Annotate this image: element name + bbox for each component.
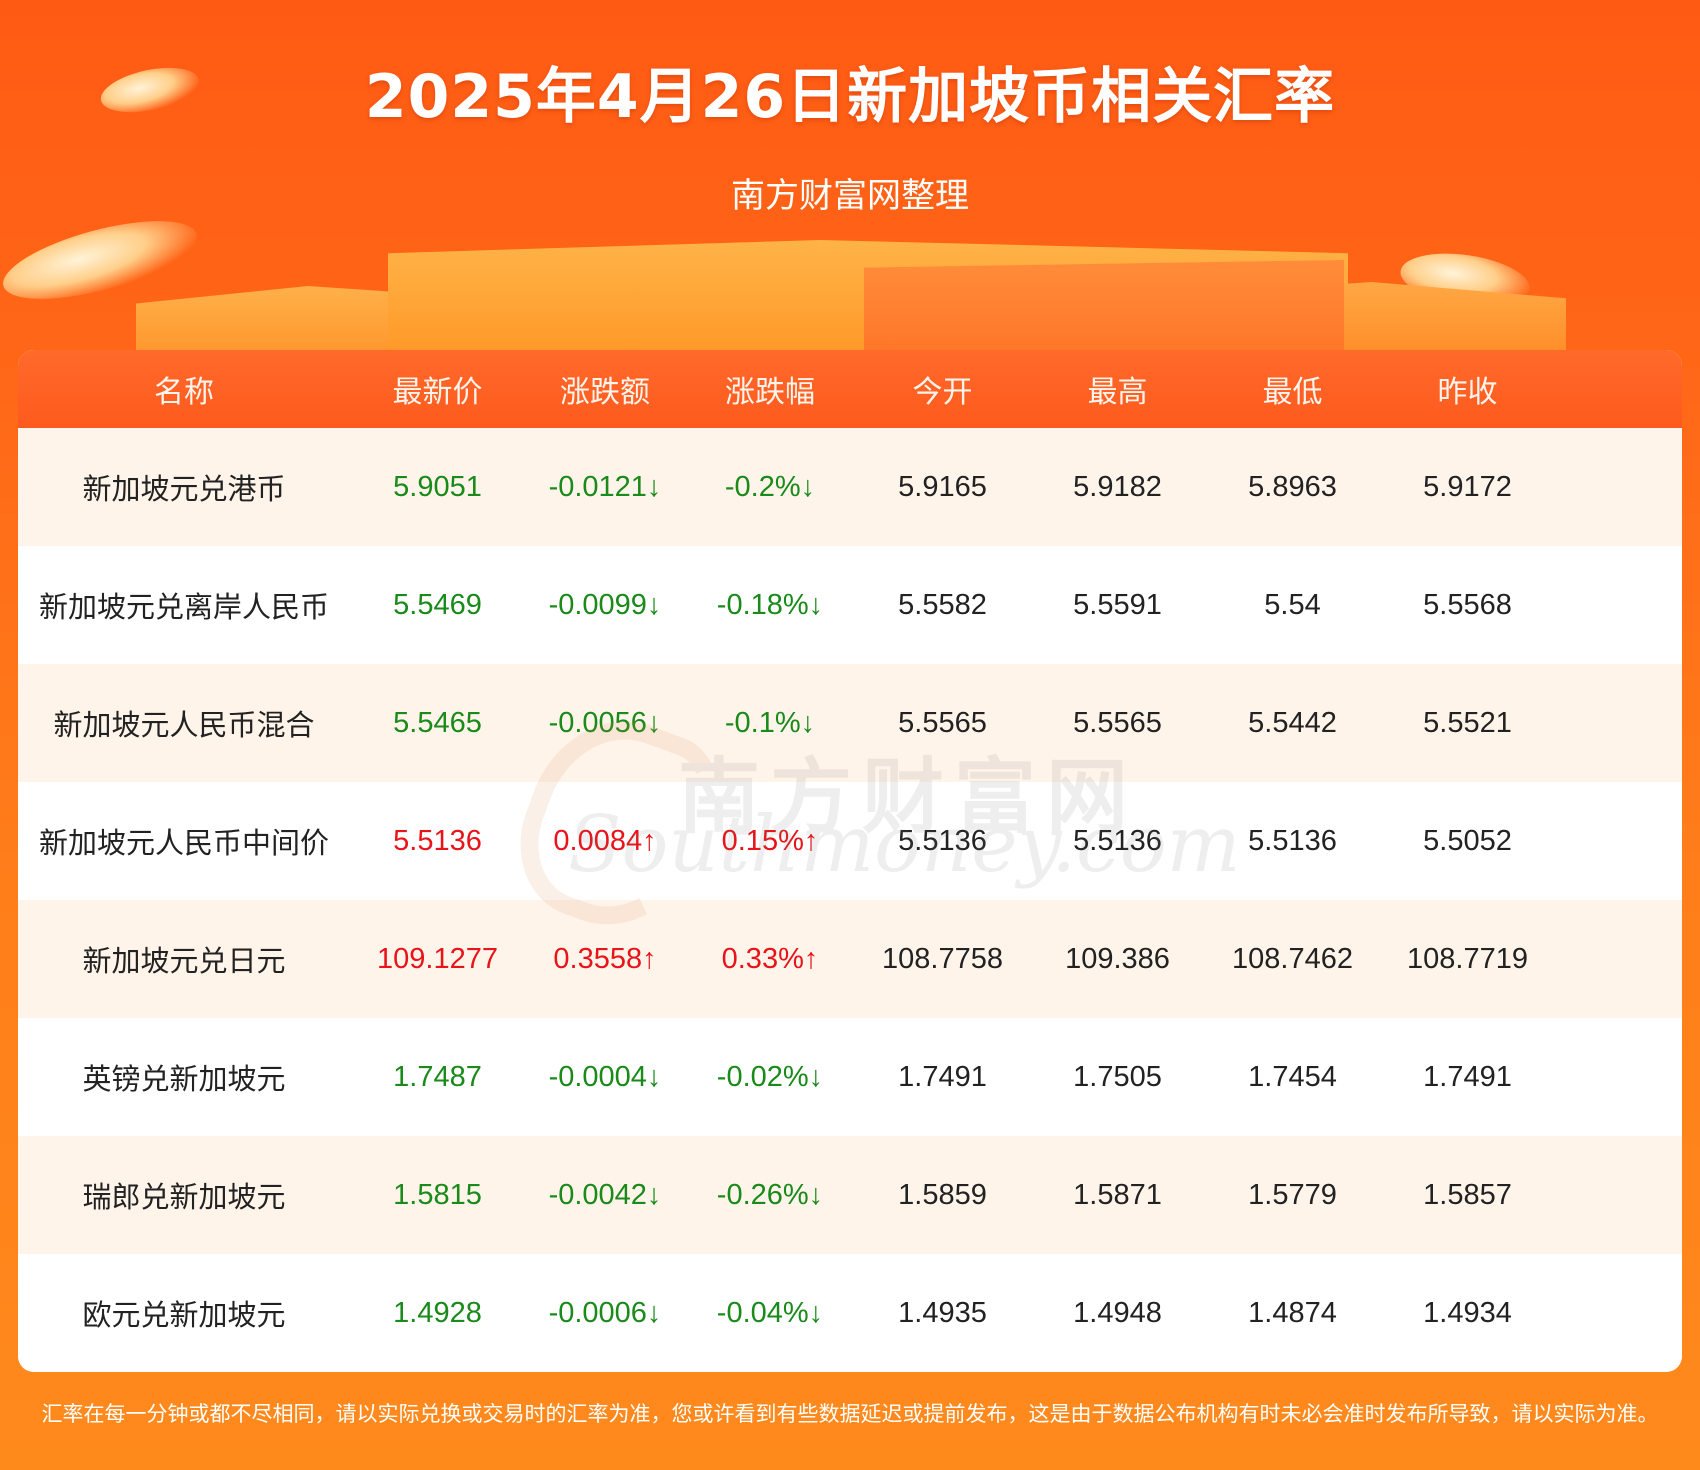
cell-pct: -0.2%↓: [724, 470, 816, 503]
cell-latest: 109.1277: [377, 942, 498, 975]
cell-high: 5.9182: [1073, 470, 1162, 503]
cell-low: 5.8963: [1248, 470, 1337, 503]
building-decoration: [864, 260, 1344, 355]
cell-high: 1.4948: [1073, 1296, 1162, 1329]
cell-low: 1.7454: [1248, 1060, 1337, 1093]
col-header-open: 今开: [912, 375, 973, 410]
cell-name: 新加坡元兑港币: [82, 472, 286, 506]
cell-pct: -0.1%↓: [724, 706, 816, 739]
cell-prev: 1.5857: [1423, 1178, 1512, 1211]
table-row: 欧元兑新加坡元 1.4928 -0.0006↓ -0.04%↓ 1.4935 1…: [18, 1254, 1682, 1372]
cell-prev: 1.7491: [1423, 1060, 1512, 1093]
disclaimer-footer: 汇率在每一分钟或都不尽相同，请以实际兑换或交易时的汇率为准，您或许看到有些数据延…: [41, 1402, 1659, 1426]
cell-high: 5.5136: [1073, 824, 1162, 857]
cell-high: 5.5591: [1073, 588, 1162, 621]
cell-open: 108.7758: [882, 942, 1003, 975]
table-header: 名称 最新价 涨跌额 涨跌幅 今开 最高 最低 昨收: [18, 350, 1682, 428]
table-row: 英镑兑新加坡元 1.7487 -0.0004↓ -0.02%↓ 1.7491 1…: [18, 1018, 1682, 1136]
table-row: 新加坡元人民币混合 5.5465 -0.0056↓ -0.1%↓ 5.5565 …: [18, 664, 1682, 782]
cell-high: 109.386: [1065, 942, 1170, 975]
cell-latest: 5.5465: [393, 706, 482, 739]
table-row: 新加坡元兑港币 5.9051 -0.0121↓ -0.2%↓ 5.9165 5.…: [18, 428, 1682, 546]
cell-change: 0.0084↑: [553, 824, 657, 857]
cell-high: 5.5565: [1073, 706, 1162, 739]
cell-change: -0.0121↓: [548, 470, 662, 503]
cell-pct: -0.18%↓: [716, 588, 824, 621]
cell-change: -0.0004↓: [548, 1060, 662, 1093]
page-subtitle: 南方财富网整理: [731, 176, 969, 216]
cell-name: 英镑兑新加坡元: [82, 1062, 286, 1096]
table-row: 新加坡元人民币中间价 5.5136 0.0084↑ 0.15%↑ 5.5136 …: [18, 782, 1682, 900]
cell-high: 1.7505: [1073, 1060, 1162, 1093]
cell-prev: 1.4934: [1423, 1296, 1512, 1329]
cell-low: 5.5136: [1248, 824, 1337, 857]
coin-decoration: [0, 205, 205, 315]
cell-latest: 1.5815: [393, 1178, 482, 1211]
col-header-high: 最高: [1087, 375, 1148, 410]
cell-open: 1.4935: [898, 1296, 987, 1329]
cell-change: -0.0006↓: [548, 1296, 662, 1329]
cell-name: 新加坡元兑日元: [82, 944, 286, 978]
col-header-name: 名称: [154, 375, 214, 410]
page-title: 2025年4月26日新加坡币相关汇率: [364, 62, 1336, 132]
cell-pct: 0.15%↑: [721, 824, 819, 857]
cell-change: -0.0042↓: [548, 1178, 662, 1211]
rates-table: 名称 最新价 涨跌额 涨跌幅 今开 最高 最低 昨收 新加坡元兑港币 5.905…: [18, 350, 1682, 1372]
cell-low: 1.4874: [1248, 1296, 1337, 1329]
table-row: 新加坡元兑日元 109.1277 0.3558↑ 0.33%↑ 108.7758…: [18, 900, 1682, 1018]
cell-open: 5.5136: [898, 824, 987, 857]
col-header-pct: 涨跌幅: [725, 375, 815, 410]
cell-open: 5.5565: [898, 706, 987, 739]
cell-latest: 1.4928: [393, 1296, 482, 1329]
col-header-low: 最低: [1262, 375, 1323, 410]
cell-open: 1.7491: [898, 1060, 987, 1093]
cell-prev: 5.5521: [1423, 706, 1512, 739]
cell-change: -0.0099↓: [548, 588, 662, 621]
cell-open: 5.5582: [898, 588, 987, 621]
cell-latest: 5.5136: [393, 824, 482, 857]
cell-name: 新加坡元人民币混合: [53, 708, 315, 742]
col-header-change: 涨跌额: [560, 375, 650, 410]
cell-high: 1.5871: [1073, 1178, 1162, 1211]
cell-latest: 1.7487: [393, 1060, 482, 1093]
cell-low: 5.54: [1264, 588, 1321, 621]
cell-change: -0.0056↓: [548, 706, 662, 739]
cell-latest: 5.9051: [393, 470, 482, 503]
cell-low: 1.5779: [1248, 1178, 1337, 1211]
cell-open: 5.9165: [898, 470, 987, 503]
cell-prev: 5.5052: [1423, 824, 1512, 857]
table-row: 新加坡元兑离岸人民币 5.5469 -0.0099↓ -0.18%↓ 5.558…: [18, 546, 1682, 664]
cell-prev: 5.5568: [1423, 588, 1512, 621]
cell-pct: 0.33%↑: [721, 942, 819, 975]
cell-change: 0.3558↑: [553, 942, 657, 975]
cell-name: 新加坡元兑离岸人民币: [38, 590, 329, 624]
table-row: 瑞郎兑新加坡元 1.5815 -0.0042↓ -0.26%↓ 1.5859 1…: [18, 1136, 1682, 1254]
cell-name: 欧元兑新加坡元: [82, 1298, 286, 1332]
cell-name: 瑞郎兑新加坡元: [82, 1180, 286, 1214]
cell-open: 1.5859: [898, 1178, 987, 1211]
cell-pct: -0.04%↓: [716, 1296, 824, 1329]
cell-prev: 108.7719: [1407, 942, 1528, 975]
cell-latest: 5.5469: [393, 588, 482, 621]
cell-prev: 5.9172: [1423, 470, 1512, 503]
col-header-latest: 最新价: [392, 375, 483, 410]
table-body: 新加坡元兑港币 5.9051 -0.0121↓ -0.2%↓ 5.9165 5.…: [18, 428, 1682, 1372]
cell-name: 新加坡元人民币中间价: [38, 826, 329, 860]
cell-pct: -0.26%↓: [716, 1178, 824, 1211]
col-header-prev: 昨收: [1437, 375, 1498, 410]
cell-pct: -0.02%↓: [716, 1060, 824, 1093]
cell-low: 108.7462: [1232, 942, 1353, 975]
cell-low: 5.5442: [1248, 706, 1337, 739]
